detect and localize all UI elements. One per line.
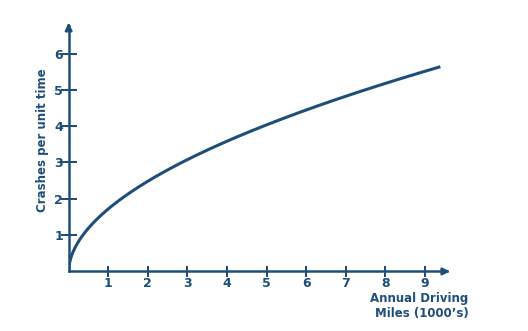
Y-axis label: Crashes per unit time: Crashes per unit time <box>36 69 49 213</box>
Text: Annual Driving
Miles (1000’s): Annual Driving Miles (1000’s) <box>370 292 469 320</box>
